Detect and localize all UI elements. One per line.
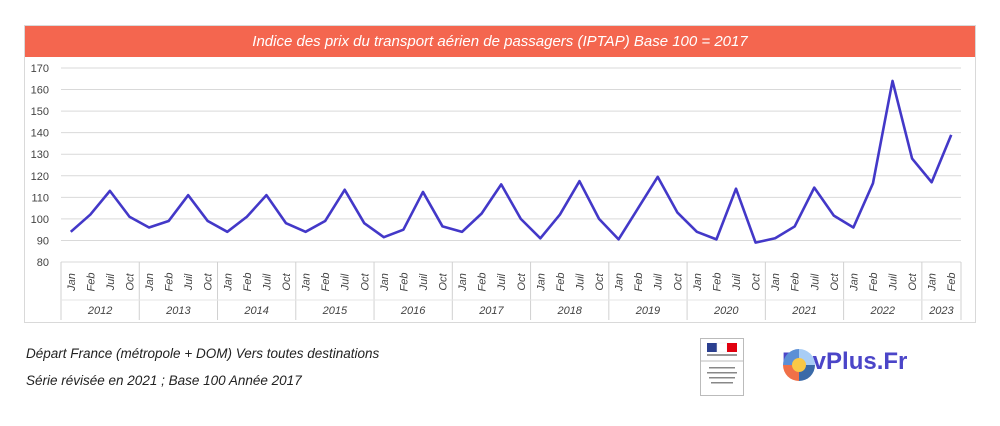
x-tick-label: Juil [496,273,508,291]
x-tick-label: Juil [888,273,900,291]
year-label: 2018 [556,305,582,317]
year-label: 2021 [791,305,816,317]
x-tick-label: Oct [281,273,293,291]
x-tick-label: Feb [477,273,489,292]
x-tick-label: Jan [614,273,626,292]
chart-card: Indice des prix du transport aérien de p… [24,25,976,323]
x-tick-label: Oct [829,273,841,291]
x-tick-label: Jan [770,273,782,292]
x-tick-label: Feb [555,273,567,292]
x-tick-label: Oct [907,273,919,291]
chart-title: Indice des prix du transport aérien de p… [25,26,975,57]
footnote-departure: Départ France (métropole + DOM) Vers tou… [26,346,380,361]
x-tick-label: Oct [594,273,606,291]
y-tick-label: 80 [37,257,49,269]
x-tick-label: Oct [359,273,371,291]
x-tick-label: Oct [438,273,450,291]
x-tick-label: Jan [457,273,469,292]
x-tick-label: Feb [633,273,645,292]
year-label: 2015 [322,305,348,317]
x-tick-label: Juil [731,273,743,291]
y-tick-label: 150 [31,106,49,118]
year-label: 2020 [713,305,739,317]
x-tick-label: Juil [340,273,352,291]
x-tick-label: Juil [809,273,821,291]
series-line [69,79,953,244]
y-tick-label: 90 [37,235,49,247]
x-tick-label: Jan [379,273,391,292]
x-tick-label: Oct [516,273,528,291]
x-tick-label: Feb [85,273,97,292]
y-tick-label: 130 [31,149,49,161]
x-tick-label: Jan [535,273,547,292]
x-tick-label: Jan [222,273,234,292]
x-tick-label: Feb [398,273,410,292]
ministry-logo [700,338,744,396]
x-tick-label: Juil [574,273,586,291]
x-tick-label: Feb [320,273,332,292]
year-label: 2017 [478,305,504,317]
year-label: 2016 [400,305,426,317]
year-label: 2014 [243,305,268,317]
y-tick-label: 110 [31,192,49,204]
x-tick-label: Jan [301,273,313,292]
revplus-brand: RevPlus.Fr [782,348,907,381]
year-label: 2019 [635,305,660,317]
x-tick-label: Juil [183,273,195,291]
x-tick-label: Feb [946,273,958,292]
x-tick-label: Jan [692,273,704,292]
footnote-revision: Série révisée en 2021 ; Base 100 Année 2… [26,373,302,388]
x-tick-label: Juil [261,273,273,291]
line-chart: 80 90 100 110 120 130 140 150 160 170 Jan Feb Juil Oc… [31,63,962,320]
y-tick-label: 100 [31,214,49,226]
y-tick-label: 160 [31,85,49,97]
x-tick-label: Jan [144,273,156,292]
x-tick-label: Jan [927,273,939,292]
x-tick-label: Oct [751,273,763,291]
x-tick-label: Oct [672,273,684,291]
y-tick-label: 140 [31,128,49,140]
x-tick-label: Juil [105,273,117,291]
x-tick-label: Jan [66,273,78,292]
x-tick-label: Feb [790,273,802,292]
y-tick-label: 170 [31,63,49,75]
y-tick-label: 120 [31,171,49,183]
x-tick-label: Jan [848,273,860,292]
year-label: 2022 [869,305,894,317]
year-label: 2012 [87,305,112,317]
revplus-logo-icon [783,349,815,381]
x-tick-label: Feb [711,273,723,292]
x-tick-label: Feb [164,273,176,292]
x-tick-label: Oct [203,273,215,291]
x-tick-label: Feb [242,273,254,292]
x-tick-label: Oct [124,273,136,291]
year-label: 2023 [928,305,954,317]
year-label: 2013 [165,305,191,317]
x-tick-label: Feb [868,273,880,292]
x-tick-label: Juil [653,273,665,291]
x-tick-label: Juil [418,273,430,291]
